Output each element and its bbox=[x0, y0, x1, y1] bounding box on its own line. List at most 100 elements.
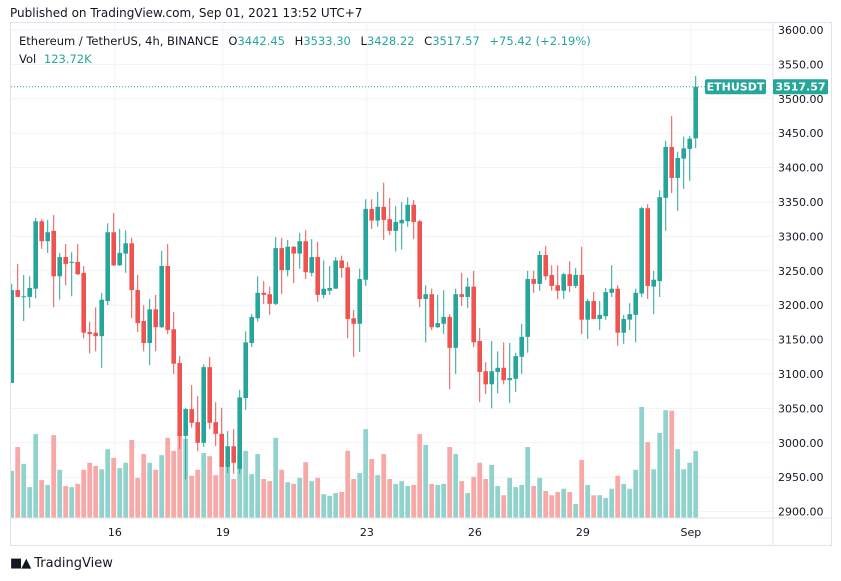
candle[interactable] bbox=[129, 237, 134, 319]
candle[interactable] bbox=[261, 281, 266, 304]
candle[interactable] bbox=[69, 252, 74, 297]
candle[interactable] bbox=[291, 246, 296, 284]
candle[interactable] bbox=[357, 268, 362, 352]
candle[interactable] bbox=[177, 356, 182, 449]
candle[interactable] bbox=[591, 292, 596, 319]
candle[interactable] bbox=[441, 290, 446, 335]
candle[interactable] bbox=[489, 340, 494, 409]
candle[interactable] bbox=[411, 199, 416, 240]
candle[interactable] bbox=[105, 223, 110, 306]
candle[interactable] bbox=[99, 292, 104, 368]
candle[interactable] bbox=[333, 257, 338, 289]
candle[interactable] bbox=[513, 352, 518, 392]
candle[interactable] bbox=[189, 385, 194, 428]
candle[interactable] bbox=[651, 270, 656, 315]
candle[interactable] bbox=[429, 288, 434, 330]
candle[interactable] bbox=[621, 314, 626, 344]
candle[interactable] bbox=[75, 243, 80, 275]
candle[interactable] bbox=[399, 202, 404, 250]
candle[interactable] bbox=[639, 206, 644, 297]
candle[interactable] bbox=[327, 265, 332, 295]
candle[interactable] bbox=[273, 237, 278, 306]
candle[interactable] bbox=[663, 140, 668, 231]
candle[interactable] bbox=[159, 250, 164, 328]
candle[interactable] bbox=[81, 265, 86, 339]
candle[interactable] bbox=[237, 389, 242, 474]
candle[interactable] bbox=[393, 206, 398, 252]
candle[interactable] bbox=[231, 429, 236, 474]
candle[interactable] bbox=[309, 239, 314, 277]
candle[interactable] bbox=[381, 182, 386, 240]
candle[interactable] bbox=[405, 197, 410, 227]
candle[interactable] bbox=[93, 307, 98, 352]
candle[interactable] bbox=[615, 285, 620, 346]
candle[interactable] bbox=[549, 265, 554, 291]
candle[interactable] bbox=[501, 342, 506, 385]
candle[interactable] bbox=[423, 285, 428, 343]
candle[interactable] bbox=[597, 301, 602, 330]
candle[interactable] bbox=[201, 364, 206, 447]
candle[interactable] bbox=[9, 283, 14, 383]
candle[interactable] bbox=[135, 274, 140, 333]
candle[interactable] bbox=[255, 276, 260, 322]
candle[interactable] bbox=[531, 270, 536, 293]
candle[interactable] bbox=[147, 299, 152, 366]
candle[interactable] bbox=[267, 286, 272, 315]
candle[interactable] bbox=[633, 288, 638, 343]
candle[interactable] bbox=[285, 239, 290, 277]
candle[interactable] bbox=[495, 351, 500, 394]
candle[interactable] bbox=[687, 135, 692, 181]
candle[interactable] bbox=[195, 396, 200, 452]
candle[interactable] bbox=[207, 356, 212, 430]
candle[interactable] bbox=[141, 305, 146, 352]
candle[interactable] bbox=[63, 243, 68, 286]
candle[interactable] bbox=[435, 294, 440, 328]
candle[interactable] bbox=[603, 288, 608, 320]
candle[interactable] bbox=[165, 243, 170, 335]
candle[interactable] bbox=[243, 331, 248, 410]
candle[interactable] bbox=[471, 270, 476, 348]
candle[interactable] bbox=[453, 288, 458, 374]
candle[interactable] bbox=[459, 272, 464, 306]
candle[interactable] bbox=[579, 246, 584, 335]
symbol-title[interactable]: Ethereum / TetherUS, 4h, BINANCE bbox=[19, 34, 219, 48]
candle[interactable] bbox=[363, 199, 368, 286]
candle[interactable] bbox=[525, 270, 530, 353]
candle[interactable] bbox=[87, 321, 92, 354]
candle[interactable] bbox=[111, 213, 116, 266]
candle[interactable] bbox=[681, 136, 686, 189]
candle[interactable] bbox=[483, 362, 488, 394]
candle[interactable] bbox=[279, 237, 284, 295]
candle[interactable] bbox=[417, 219, 422, 308]
candle[interactable] bbox=[219, 407, 224, 467]
candle[interactable] bbox=[339, 255, 344, 278]
candle[interactable] bbox=[51, 215, 56, 308]
candle[interactable] bbox=[123, 230, 128, 273]
candle[interactable] bbox=[249, 314, 254, 348]
candle[interactable] bbox=[225, 431, 230, 474]
candle[interactable] bbox=[351, 310, 356, 357]
candle[interactable] bbox=[117, 228, 122, 266]
candle[interactable] bbox=[477, 327, 482, 403]
candle[interactable] bbox=[519, 323, 524, 374]
candle[interactable] bbox=[153, 294, 158, 352]
candle[interactable] bbox=[345, 261, 350, 339]
candle[interactable] bbox=[303, 230, 308, 280]
candle[interactable] bbox=[627, 303, 632, 330]
candle[interactable] bbox=[645, 204, 650, 300]
candle[interactable] bbox=[315, 241, 320, 302]
volume-label[interactable]: Vol bbox=[19, 52, 37, 66]
candle[interactable] bbox=[45, 219, 50, 253]
candle[interactable] bbox=[183, 407, 188, 480]
candle[interactable] bbox=[555, 265, 560, 300]
candle[interactable] bbox=[507, 343, 512, 403]
candle[interactable] bbox=[57, 252, 62, 300]
candle[interactable] bbox=[369, 199, 374, 229]
candle[interactable] bbox=[321, 260, 326, 299]
candle[interactable] bbox=[213, 402, 218, 447]
candle[interactable] bbox=[657, 190, 662, 297]
candle[interactable] bbox=[171, 312, 176, 374]
candle[interactable] bbox=[573, 268, 578, 288]
candle[interactable] bbox=[465, 277, 470, 308]
candle[interactable] bbox=[447, 314, 452, 390]
